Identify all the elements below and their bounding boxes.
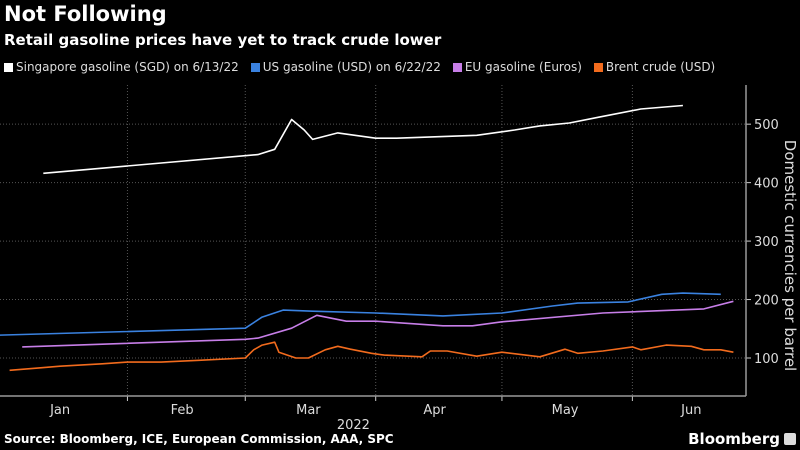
y-tick-label: 400: [754, 177, 779, 192]
chart-title: Not Following: [4, 2, 167, 26]
legend-swatch: [593, 62, 603, 72]
legend-label: Singapore gasoline (SGD) on 6/13/22: [16, 60, 239, 74]
series-line-0: [43, 104, 683, 175]
x-axis-label: 2022: [337, 418, 370, 433]
series-line-2: [22, 300, 734, 348]
source-note: Source: Bloomberg, ICE, European Commiss…: [4, 432, 394, 446]
y-tick-label: 100: [754, 352, 779, 367]
series-line-3: [9, 341, 734, 372]
legend-label: US gasoline (USD) on 6/22/22: [262, 60, 441, 74]
bloomberg-logo: Bloomberg: [688, 430, 780, 448]
legend-item-eu: EU gasoline (Euros): [452, 60, 582, 74]
x-tick-label: May: [552, 403, 579, 418]
x-tick-label: Jun: [680, 403, 701, 418]
chart-subtitle: Retail gasoline prices have yet to track…: [4, 31, 442, 49]
legend-label: EU gasoline (Euros): [464, 60, 582, 74]
legend-label: Brent crude (USD): [605, 60, 716, 74]
legend-item-us: US gasoline (USD) on 6/22/22: [250, 60, 441, 74]
legend-swatch: [250, 62, 260, 72]
series-line-1: [0, 292, 721, 336]
legend-item-brent: Brent crude (USD): [593, 60, 716, 74]
y-axis-label: Domestic currencies per barrel: [781, 140, 799, 371]
x-tick-label: Apr: [423, 403, 446, 418]
legend: Singapore gasoline (SGD) on 6/13/22 US g…: [4, 60, 715, 74]
bloomberg-chart-icon: [784, 433, 796, 445]
legend-item-singapore: Singapore gasoline (SGD) on 6/13/22: [4, 60, 239, 74]
y-tick-label: 500: [754, 118, 779, 133]
x-tick-label: Jan: [49, 403, 70, 418]
legend-swatch: [4, 62, 13, 72]
y-tick-label: 300: [754, 235, 779, 250]
x-tick-label: Feb: [171, 403, 194, 418]
y-tick-label: 200: [754, 294, 779, 309]
legend-swatch: [452, 62, 462, 72]
x-tick-label: Mar: [296, 403, 321, 418]
